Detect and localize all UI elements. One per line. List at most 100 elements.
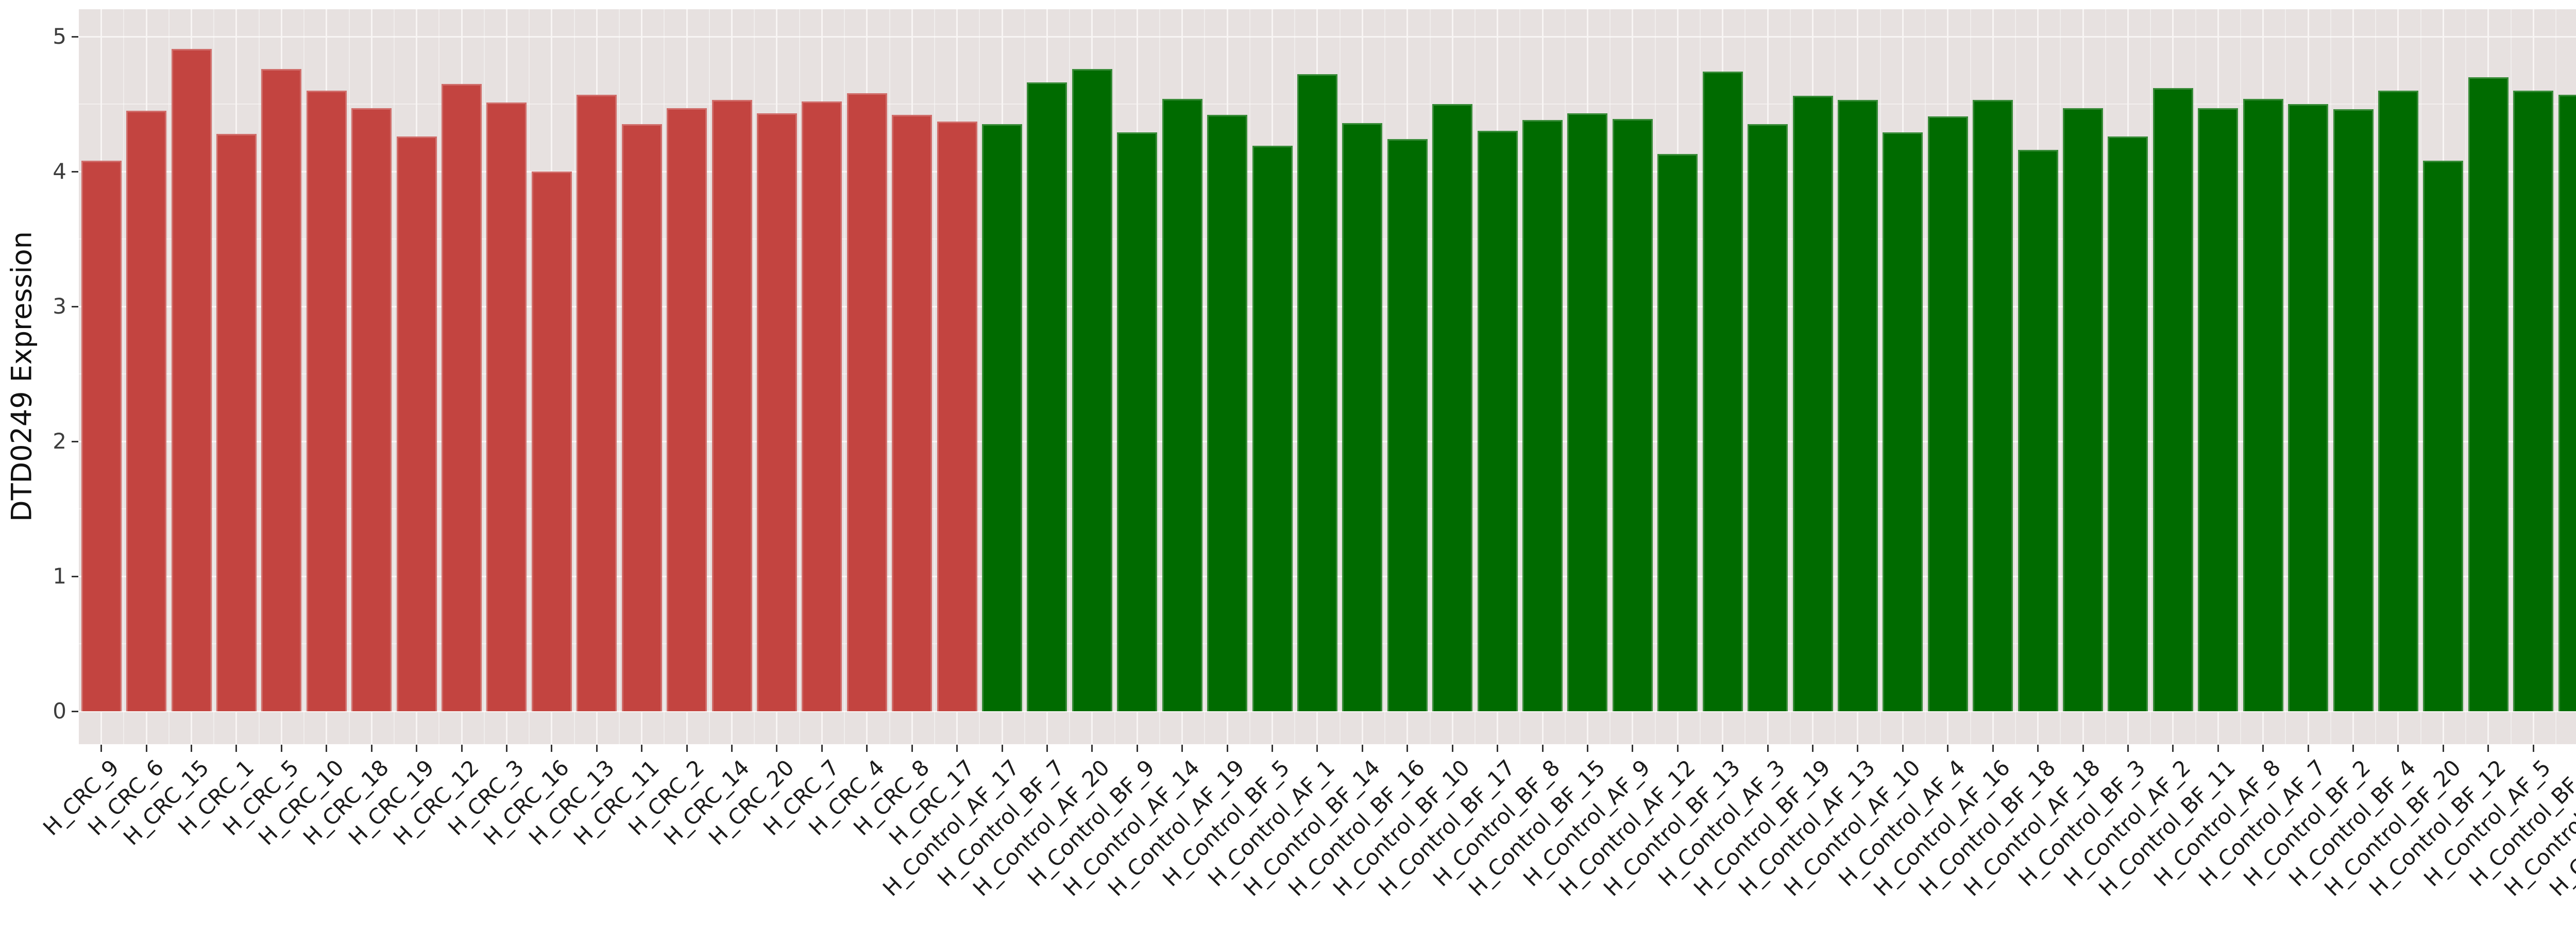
x-tick bbox=[1586, 745, 1588, 752]
gridline-vertical-minor bbox=[2555, 9, 2556, 744]
gridline-vertical-minor bbox=[529, 9, 530, 744]
gridline-vertical-minor bbox=[2330, 9, 2331, 744]
bar-H_Control_BF_15 bbox=[1567, 113, 1608, 711]
y-tick-label: 5 bbox=[53, 24, 66, 49]
bar-H_CRC_17 bbox=[937, 122, 977, 711]
gridline-vertical-minor bbox=[934, 9, 935, 744]
gridline-vertical-minor bbox=[844, 9, 845, 744]
gridline-vertical-minor bbox=[1384, 9, 1386, 744]
x-tick bbox=[2262, 745, 2264, 752]
gridline-vertical-minor bbox=[2375, 9, 2377, 744]
bar-H_CRC_19 bbox=[396, 136, 437, 711]
bar-H_Control_BF_5 bbox=[1252, 146, 1293, 711]
x-tick bbox=[1001, 745, 1003, 752]
bar-H_Control_AF_1 bbox=[1297, 74, 1337, 711]
x-tick bbox=[1857, 745, 1859, 752]
gridline-vertical-minor bbox=[1609, 9, 1611, 744]
gridline-vertical-minor bbox=[213, 9, 215, 744]
x-tick bbox=[1136, 745, 1138, 752]
bar-H_Control_AF_20 bbox=[1072, 68, 1112, 711]
x-tick bbox=[2487, 745, 2489, 752]
gridline-vertical-minor bbox=[2285, 9, 2286, 744]
bar-H_Control_BF_13 bbox=[1702, 72, 1743, 711]
bar-H_CRC_9 bbox=[81, 161, 122, 711]
y-tick bbox=[72, 710, 78, 712]
bar-H_Control_BF_17 bbox=[1477, 131, 1518, 711]
y-tick bbox=[72, 170, 78, 173]
y-tick-label: 4 bbox=[53, 159, 66, 184]
gridline-vertical-minor bbox=[2465, 9, 2467, 744]
x-tick bbox=[2397, 745, 2399, 752]
x-tick bbox=[100, 745, 103, 752]
x-tick bbox=[2532, 745, 2534, 752]
x-tick bbox=[235, 745, 238, 752]
bar-H_Control_AF_13 bbox=[1837, 100, 1878, 711]
gridline-vertical-minor bbox=[483, 9, 485, 744]
gridline-vertical-minor bbox=[573, 9, 575, 744]
x-tick bbox=[2082, 745, 2084, 752]
bar-H_CRC_3 bbox=[486, 102, 527, 711]
gridline-vertical-minor bbox=[1069, 9, 1071, 744]
bar-H_Control_BF_11 bbox=[2198, 108, 2239, 711]
bar-H_Control_AF_10 bbox=[1883, 132, 1923, 711]
x-tick bbox=[1451, 745, 1453, 752]
bar-H_Control_AF_8 bbox=[2243, 98, 2283, 711]
x-tick bbox=[2037, 745, 2039, 752]
x-tick bbox=[596, 745, 598, 752]
gridline-vertical-minor bbox=[708, 9, 710, 744]
bar-H_Control_AF_3 bbox=[1748, 124, 1788, 711]
bar-H_Control_BF_3 bbox=[2108, 136, 2148, 711]
x-tick bbox=[1541, 745, 1544, 752]
bar-H_CRC_11 bbox=[621, 124, 662, 711]
bar-H_Control_AF_5 bbox=[2513, 90, 2554, 711]
x-tick bbox=[1272, 745, 1274, 752]
x-tick bbox=[416, 745, 418, 752]
x-tick bbox=[2307, 745, 2309, 752]
gridline-vertical-minor bbox=[1024, 9, 1025, 744]
bar-H_Control_BF_7 bbox=[1027, 82, 1067, 711]
x-tick bbox=[641, 745, 643, 752]
bar-H_CRC_18 bbox=[351, 108, 392, 711]
x-tick bbox=[2127, 745, 2129, 752]
gridline-vertical-minor bbox=[1654, 9, 1656, 744]
x-tick bbox=[911, 745, 913, 752]
gridline-vertical-minor bbox=[2150, 9, 2151, 744]
bar-H_Control_BF_4 bbox=[2378, 90, 2418, 711]
y-tick bbox=[72, 440, 78, 442]
gridline-vertical-minor bbox=[2420, 9, 2421, 744]
x-tick bbox=[1767, 745, 1769, 752]
bar-H_CRC_12 bbox=[442, 83, 482, 711]
gridline-horizontal-major bbox=[79, 36, 2576, 38]
gridline-vertical-minor bbox=[1474, 9, 1476, 744]
bar-H_Control_AF_17 bbox=[982, 124, 1023, 711]
gridline-vertical-minor bbox=[303, 9, 305, 744]
y-axis-label: DTD0249 Expression bbox=[5, 231, 38, 522]
gridline-vertical-minor bbox=[2195, 9, 2196, 744]
bar-H_CRC_4 bbox=[846, 93, 887, 711]
bar-H_Control_BF_12 bbox=[2468, 77, 2509, 711]
x-tick bbox=[731, 745, 733, 752]
gridline-vertical-minor bbox=[1249, 9, 1250, 744]
x-tick bbox=[2352, 745, 2354, 752]
gridline-vertical-minor bbox=[1744, 9, 1746, 744]
gridline-vertical-minor bbox=[889, 9, 890, 744]
gridline-vertical-minor bbox=[1114, 9, 1115, 744]
gridline-vertical-minor bbox=[1970, 9, 1971, 744]
y-tick-label: 0 bbox=[53, 698, 66, 724]
bar-H_Control_AF_16 bbox=[1973, 100, 2013, 711]
x-tick bbox=[1632, 745, 1634, 752]
gridline-vertical-minor bbox=[1835, 9, 1836, 744]
x-tick bbox=[505, 745, 507, 752]
bar-H_Control_BF_6 bbox=[2558, 94, 2576, 711]
bar-H_CRC_5 bbox=[261, 68, 302, 711]
gridline-vertical-minor bbox=[2105, 9, 2106, 744]
gridline-vertical-minor bbox=[168, 9, 170, 744]
y-tick-label: 3 bbox=[53, 294, 66, 319]
x-tick bbox=[1361, 745, 1363, 752]
gridline-vertical-minor bbox=[1519, 9, 1521, 744]
x-tick bbox=[1406, 745, 1409, 752]
plot-area bbox=[79, 9, 2576, 744]
gridline-vertical-minor bbox=[1879, 9, 1881, 744]
bar-H_Control_BF_18 bbox=[2018, 150, 2058, 711]
